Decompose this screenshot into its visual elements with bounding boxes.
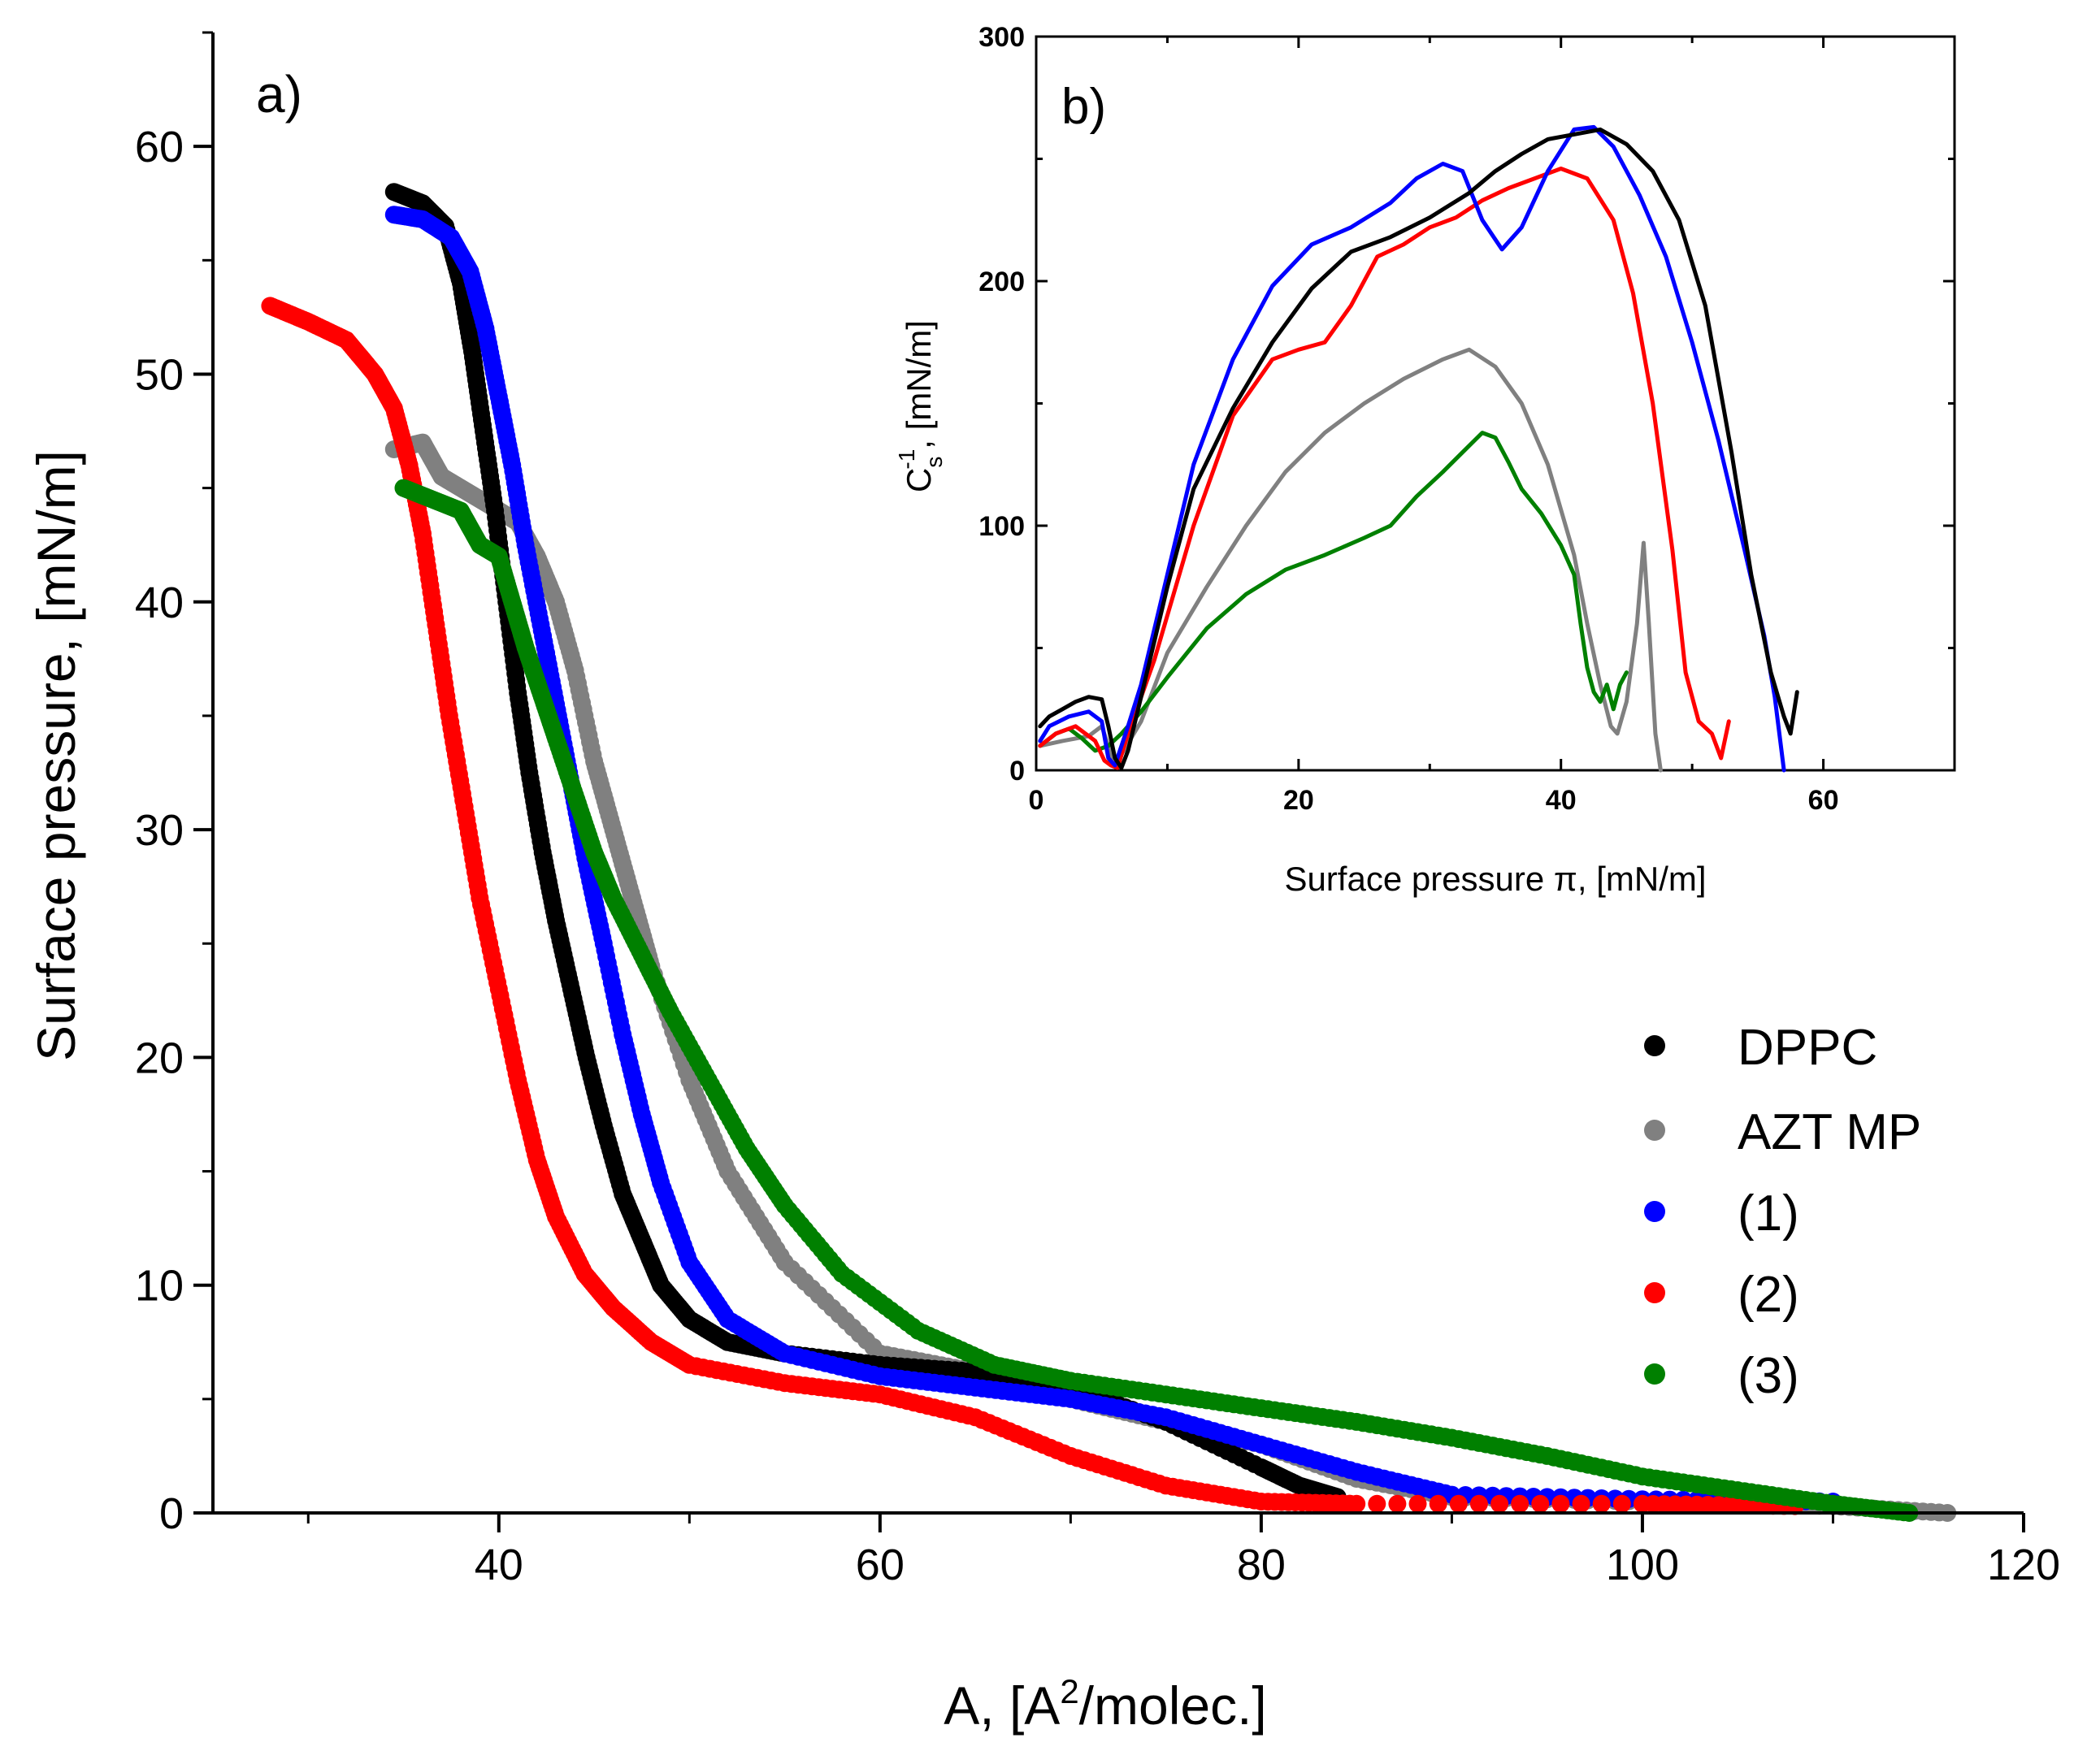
main-y-tick-label: 20 bbox=[135, 1034, 184, 1082]
inset-data-lines bbox=[1038, 124, 1799, 773]
legend-marker-3 bbox=[1644, 1363, 1665, 1385]
main-y-axis-title: Surface pressure, [mN/m] bbox=[26, 450, 86, 1061]
data-point bbox=[1469, 1494, 1488, 1513]
main-data-points bbox=[261, 183, 1957, 1522]
main-x-tick-label: 100 bbox=[1606, 1541, 1679, 1589]
main-x-tick-label: 60 bbox=[856, 1541, 905, 1589]
legend-item-azt-mp: AZT MP bbox=[1644, 1104, 1921, 1160]
data-point bbox=[1511, 1494, 1529, 1513]
main-y-tick-label: 50 bbox=[135, 350, 184, 399]
inset-y-axis-title-subscript: s bbox=[922, 457, 947, 468]
inset-panel-label: b) bbox=[1061, 79, 1106, 135]
inset-plot: 0 20 40 60 0 100 200 300 Surface pressure π, [m… bbox=[894, 22, 1956, 898]
legend-marker-2 bbox=[1644, 1282, 1665, 1303]
data-point bbox=[1368, 1494, 1386, 1513]
main-x-tick-label: 80 bbox=[1237, 1541, 1286, 1589]
legend-item-2: (2) bbox=[1644, 1267, 1799, 1323]
main-y-tick-label: 30 bbox=[135, 806, 184, 855]
main-x-axis-title: A, [A2/molec.] bbox=[944, 1672, 1267, 1736]
legend-label-azt-mp: AZT MP bbox=[1738, 1104, 1921, 1160]
data-point bbox=[1572, 1494, 1590, 1513]
main-y-tick-label: 10 bbox=[135, 1262, 184, 1311]
legend-item-1: (1) bbox=[1644, 1185, 1799, 1242]
data-point bbox=[1490, 1494, 1509, 1513]
inset-y-tick-label: 100 bbox=[978, 511, 1025, 542]
main-x-axis-title-tail: /molec.] bbox=[1079, 1675, 1267, 1736]
main-x-axis-title-superscript: 2 bbox=[1060, 1672, 1078, 1710]
series-3 bbox=[394, 479, 1919, 1522]
inset-y-axis-title-base: C bbox=[900, 468, 938, 492]
inset-y-tick-label: 0 bbox=[1009, 756, 1025, 787]
inset-ticks: 0 20 40 60 0 100 200 300 bbox=[978, 22, 1956, 816]
data-point bbox=[1449, 1494, 1468, 1513]
inset-series-dppc bbox=[1038, 127, 1799, 770]
main-y-tick-label: 60 bbox=[135, 123, 184, 171]
legend-marker-azt-mp bbox=[1644, 1120, 1665, 1141]
inset-frame bbox=[1035, 35, 1956, 772]
main-panel-label: a) bbox=[256, 65, 302, 124]
legend-label-dppc: DPPC bbox=[1738, 1020, 1877, 1076]
inset-series-1 bbox=[1038, 124, 1786, 773]
legend-label-3: (3) bbox=[1738, 1348, 1799, 1404]
data-point bbox=[1429, 1494, 1447, 1513]
main-x-axis-title-base: A, [A bbox=[944, 1675, 1060, 1736]
data-point bbox=[1388, 1494, 1407, 1513]
legend-item-dppc: DPPC bbox=[1644, 1020, 1877, 1076]
inset-y-axis-title-superscript: -1 bbox=[894, 449, 919, 470]
inset-y-axis-title-tail: , [mN/m] bbox=[900, 320, 938, 449]
main-ticks: 40 60 80 100 120 0 10 20 30 40 50 60 bbox=[135, 31, 2060, 1589]
legend-label-1: (1) bbox=[1738, 1185, 1799, 1242]
legend-marker-dppc bbox=[1644, 1035, 1665, 1056]
data-point bbox=[1551, 1494, 1570, 1513]
data-point bbox=[1531, 1494, 1550, 1513]
inset-x-tick-label: 40 bbox=[1546, 785, 1577, 816]
inset-x-tick-label: 0 bbox=[1029, 785, 1044, 816]
series-2 bbox=[261, 297, 1804, 1515]
data-point bbox=[1592, 1494, 1611, 1513]
legend-marker-1 bbox=[1644, 1201, 1665, 1222]
legend: DPPC AZT MP (1) (2) (3) bbox=[1644, 1020, 1921, 1404]
inset-x-axis-title: Surface pressure π, [mN/m] bbox=[1284, 860, 1706, 898]
main-y-tick-label: 40 bbox=[135, 579, 184, 627]
data-point bbox=[1347, 1494, 1366, 1513]
inset-x-tick-label: 20 bbox=[1283, 785, 1314, 816]
main-x-tick-label: 40 bbox=[475, 1541, 523, 1589]
legend-item-3: (3) bbox=[1644, 1348, 1799, 1404]
inset-y-tick-label: 300 bbox=[978, 22, 1025, 53]
main-y-tick-label: 0 bbox=[159, 1489, 184, 1538]
legend-label-2: (2) bbox=[1738, 1267, 1799, 1323]
data-point bbox=[1612, 1494, 1631, 1513]
main-x-tick-label: 120 bbox=[1987, 1541, 2060, 1589]
main-axes bbox=[211, 33, 2024, 1515]
data-point bbox=[1408, 1494, 1427, 1513]
series-1 bbox=[384, 206, 1842, 1510]
inset-x-tick-label: 60 bbox=[1808, 785, 1839, 816]
inset-y-tick-label: 200 bbox=[978, 267, 1025, 297]
inset-y-axis-title: Cs-1, [mN/m] bbox=[894, 320, 947, 492]
